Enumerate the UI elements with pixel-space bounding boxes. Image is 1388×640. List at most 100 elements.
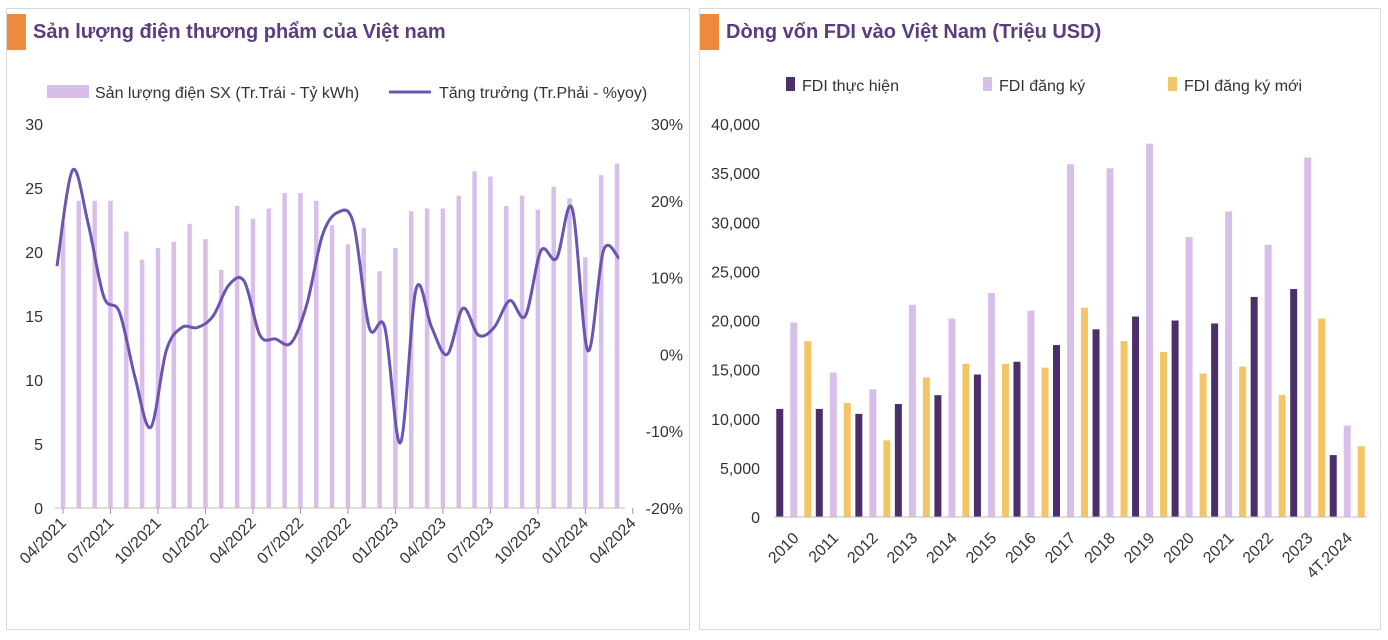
bar [440,208,446,509]
bar-fdi-đăng-ký [1027,310,1035,517]
x-tick-label: 2021 [1200,530,1237,567]
bar [551,186,556,508]
y-tick-label: 0 [751,510,760,527]
right-chart-panel: Dòng vốn FDI vào Việt Nam (Triệu USD) FD… [699,8,1381,630]
x-tick-label: 2012 [844,530,881,567]
bar-fdi-thực-hiện [1171,320,1179,517]
bar-fdi-đăng-ký [1067,164,1074,517]
bar-fdi-thực-hiện [1053,345,1060,517]
bar-fdi-thực-hiện [1290,289,1298,517]
y-tick-label: 40,000 [711,117,760,134]
legend-swatch [1168,77,1177,91]
bar [361,227,366,508]
x-tick-label: 01/2023 [349,515,402,568]
bar-fdi-đăng-ký-mới [843,403,851,517]
bar-fdi-đăng-ký [1146,143,1154,517]
title-accent-bar [7,14,26,50]
bar [219,269,224,508]
bar [203,239,208,508]
bar [614,163,620,508]
x-tick-label: 2014 [924,530,961,567]
legend-bar-label: Sản lượng điện SX (Tr.Trái - Tỷ kWh) [95,85,359,102]
bar-fdi-đăng-ký [1225,211,1233,517]
x-tick-label: 04/2024 [587,515,640,568]
bar [60,222,66,508]
x-tick-label: 2018 [1082,530,1119,567]
bar [298,193,303,508]
legend-line-label: Tăng trưởng (Tr.Phải - %yoy) [439,85,647,102]
x-tick-label: 04/2022 [207,515,260,568]
x-tick-label: 2015 [963,530,1000,567]
bar [266,208,272,509]
bar [519,195,525,508]
y-tick-label: 35,000 [711,166,760,183]
bar [139,259,145,508]
y-right-tick-label: -10% [646,424,683,441]
x-tick-label: 01/2024 [539,515,592,568]
y-left-tick-label: 0 [34,501,43,518]
y-left-tick-label: 30 [25,117,43,134]
y-left-tick-label: 20 [25,245,43,262]
bar-fdi-đăng-ký [1304,157,1312,517]
y-left-tick-label: 15 [25,309,43,326]
bar-fdi-đăng-ký [829,372,837,517]
x-tick-label: 2022 [1240,530,1277,567]
bar [92,200,97,509]
bar-fdi-thực-hiện [1132,316,1140,517]
y-left-tick-label: 5 [34,437,43,454]
bar [234,205,240,509]
bar-fdi-thực-hiện [1211,323,1219,517]
legend-swatch [983,77,992,91]
fdi-chart: FDI thực hiện FDI đăng ký FDI đăng ký mới 0… [711,77,1367,582]
bar-fdi-thực-hiện [1329,455,1337,517]
x-tick-label: 04/2021 [17,515,70,568]
bar-fdi-đăng-ký-mới [804,341,812,517]
bar-fdi-thực-hiện [1013,361,1021,517]
x-tick-label: 2019 [1121,530,1158,567]
bar [488,176,493,509]
bar-fdi-đăng-ký-mới [1357,446,1365,517]
bar [503,205,509,509]
bar [124,231,129,508]
bar-fdi-thực-hiện [894,404,902,517]
bar-fdi-thực-hiện [815,408,823,517]
bar [598,175,604,508]
bar-fdi-thực-hiện [973,374,981,517]
y-right-tick-label: -20% [646,501,683,518]
bar [583,257,588,508]
x-tick-label: 2016 [1003,530,1040,567]
x-tick-label: 10/2023 [492,515,545,568]
x-tick-label: 2023 [1279,530,1316,567]
bar [250,218,256,508]
bar [155,248,161,508]
y-right-tick-label: 20% [651,194,683,211]
bar [424,208,430,509]
bar [329,225,335,508]
bar [171,241,177,508]
y-tick-label: 25,000 [711,264,760,281]
bar [456,195,461,508]
x-tick-label: 2010 [765,530,802,567]
bar [567,198,572,509]
y-right-tick-label: 30% [651,117,683,134]
bar-fdi-đăng-ký-mới [962,363,970,517]
bar-fdi-đăng-ký-mới [883,440,891,517]
bar-fdi-đăng-ký [869,389,877,517]
legend-label: FDI đăng ký mới [1184,78,1302,95]
y-tick-label: 10,000 [711,412,760,429]
bar-fdi-đăng-ký-mới [1001,363,1009,517]
bar-fdi-đăng-ký [1185,236,1193,518]
bar [76,200,82,509]
bar-fdi-đăng-ký [987,292,995,517]
bar-fdi-đăng-ký-mới [1160,351,1168,517]
bar [314,200,319,509]
bar-fdi-thực-hiện [934,395,942,517]
x-tick-label: 2013 [884,530,921,567]
y-tick-label: 30,000 [711,215,760,232]
legend-bar-swatch [47,85,89,98]
bar [108,200,113,509]
x-tick-label: 07/2023 [444,515,497,568]
bar [535,209,541,508]
y-tick-label: 5,000 [720,461,760,478]
title-accent-bar [700,14,719,50]
